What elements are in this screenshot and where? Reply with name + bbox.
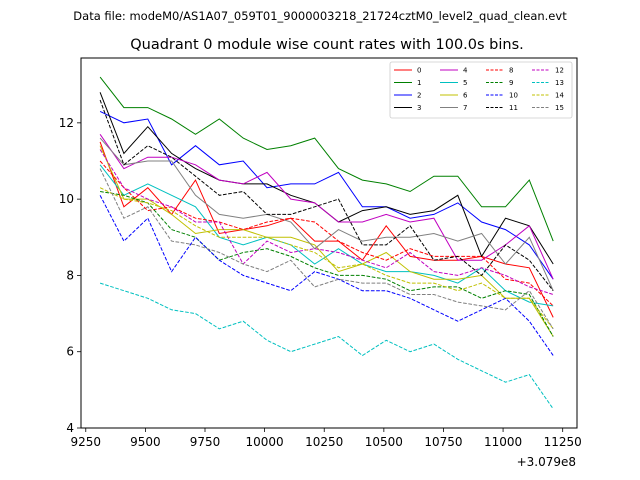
file-suptitle: Data file: modeM0/AS1A07_059T01_90000032…: [73, 9, 567, 23]
x-tick-label: 10250: [305, 435, 343, 449]
legend-label-13: 13: [555, 79, 564, 87]
y-tick-label: 8: [66, 268, 74, 282]
y-axis: 4 6 8 10 12: [59, 116, 81, 435]
legend-label-6: 6: [463, 92, 468, 100]
legend-label-9: 9: [509, 79, 513, 87]
x-axis: 9250 9500 9750 10000 10250 10500 10750 11000 112…: [70, 428, 582, 449]
y-tick-label: 10: [59, 192, 74, 206]
x-tick-label: 11250: [544, 435, 582, 449]
legend-label-4: 4: [463, 67, 468, 75]
series-line-11: [99, 99, 554, 292]
series-line-13: [99, 282, 554, 410]
series-line-2: [99, 110, 554, 280]
legend-label-3: 3: [417, 104, 421, 112]
legend-box: [389, 61, 573, 119]
x-tick-label: 9250: [70, 435, 101, 449]
series-line-6: [99, 145, 554, 337]
series-line-8: [99, 160, 554, 307]
y-tick-label: 4: [66, 421, 74, 435]
legend-label-11: 11: [509, 104, 518, 112]
x-axis-offset-label: +3.079e8: [517, 455, 576, 469]
series-line-1: [99, 76, 554, 242]
series-line-9: [100, 191, 554, 337]
y-tick-label: 12: [59, 116, 74, 130]
legend-label-2: 2: [417, 92, 421, 100]
legend-label-7: 7: [463, 104, 467, 112]
series-line-5: [99, 164, 554, 307]
series-line-14: [99, 187, 554, 330]
legend-label-1: 1: [417, 79, 421, 87]
x-tick-label: 9500: [130, 435, 161, 449]
legend-label-0: 0: [417, 67, 421, 75]
series-layer: [99, 76, 554, 410]
plot-area-frame: [80, 57, 578, 429]
legend-label-12: 12: [555, 67, 564, 75]
x-tick-label: 10500: [365, 435, 403, 449]
legend-label-8: 8: [509, 67, 513, 75]
y-tick-label: 6: [66, 345, 74, 359]
x-tick-label: 10750: [424, 435, 462, 449]
legend-label-14: 14: [555, 92, 564, 100]
series-line-0: [99, 141, 554, 318]
legend-label-5: 5: [463, 79, 467, 87]
series-line-12: [99, 149, 554, 295]
series-line-15: [99, 168, 554, 330]
chart-title: Quadrant 0 module wise count rates with …: [130, 37, 524, 53]
series-line-10: [99, 195, 554, 356]
series-line-4: [99, 134, 554, 280]
legend-label-15: 15: [555, 104, 564, 112]
x-tick-label: 11000: [484, 435, 522, 449]
legend-label-10: 10: [509, 92, 518, 100]
x-tick-label: 9750: [190, 435, 221, 449]
x-tick-label: 10000: [246, 435, 284, 449]
series-line-7: [99, 137, 554, 291]
